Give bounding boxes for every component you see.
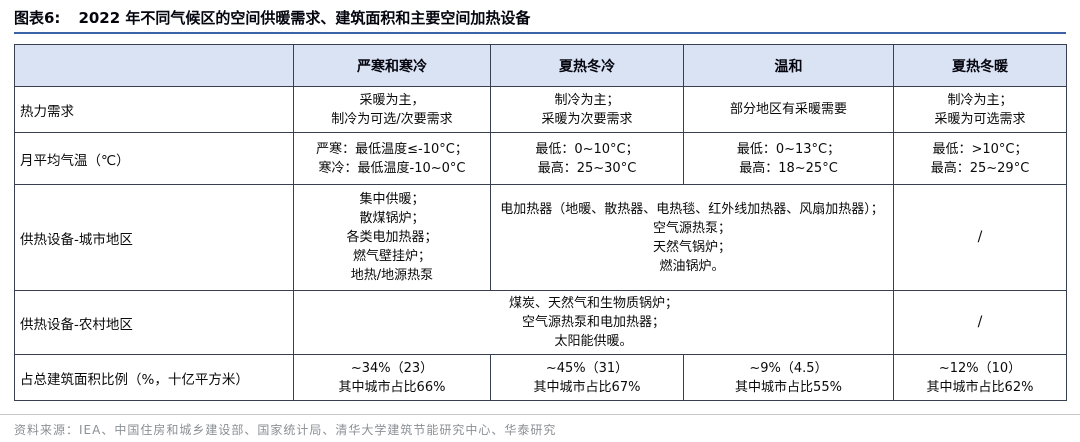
figure-title: 图表6: 2022 年不同气候区的空间供暖需求、建筑面积和主要空间加热设备 xyxy=(0,0,1080,28)
table-cell-merged: 电加热器（地暖、散热器、电热毯、红外线加热器、风扇加热器）； 空气源热泵； 天然气锅… xyxy=(490,184,894,291)
table-cell: 最低：0~13°C； 最高：18~25°C xyxy=(683,132,894,185)
table-cell: 严寒：最低温度≤-10°C； 寒冷：最低温度-10~0°C xyxy=(293,132,491,185)
table-cell: 制冷为主； 采暖为可选需求 xyxy=(893,86,1067,133)
footer-divider xyxy=(0,414,1080,415)
table-cell: 最低：>10°C； 最高：25~29°C xyxy=(893,132,1067,185)
table-row-floor-area: 占总建筑面积比例（%，十亿平方米） ~34%（23） 其中城市占比66% ~45%… xyxy=(14,354,1067,401)
table-cell-merged: 煤炭、天然气和生物质锅炉； 空气源热泵和电加热器； 太阳能供暖。 xyxy=(293,290,894,355)
figure-title-text: 2022 年不同气候区的空间供暖需求、建筑面积和主要空间加热设备 xyxy=(78,9,531,27)
row-label-urban-equipment: 供热设备-城市地区 xyxy=(14,184,294,291)
table-cell: 采暖为主， 制冷为可选/次要需求 xyxy=(293,86,491,133)
column-header-empty xyxy=(14,44,294,87)
table-cell: ~34%（23） 其中城市占比66% xyxy=(293,354,491,401)
column-header-hot-summer-warm-winter: 夏热冬暖 xyxy=(893,44,1067,87)
table-row-rural-equipment: 供热设备-农村地区 煤炭、天然气和生物质锅炉； 空气源热泵和电加热器； 太阳能供暖。… xyxy=(14,290,1067,355)
row-label-floor-area: 占总建筑面积比例（%，十亿平方米） xyxy=(14,354,294,401)
table-cell: 最低：0~10°C； 最高：25~30°C xyxy=(490,132,684,185)
table-cell: 集中供暖； 散煤锅炉； 各类电加热器； 燃气壁挂炉； 地热/地源热泵 xyxy=(293,184,491,291)
row-label-rural-equipment: 供热设备-农村地区 xyxy=(14,290,294,355)
row-label-avg-temperature: 月平均气温（℃） xyxy=(14,132,294,185)
table-cell: ~45%（31） 其中城市占比67% xyxy=(490,354,684,401)
table-row-heat-demand: 热力需求 采暖为主， 制冷为可选/次要需求 制冷为主； 采暖为次要需求 部分地区有采… xyxy=(14,86,1067,133)
table-cell: 制冷为主； 采暖为次要需求 xyxy=(490,86,684,133)
table-row-urban-equipment: 供热设备-城市地区 集中供暖； 散煤锅炉； 各类电加热器； 燃气壁挂炉； 地热/地源热泵… xyxy=(14,184,1067,291)
na-cell: / xyxy=(893,184,1067,291)
table-cell: ~12%（10） 其中城市占比62% xyxy=(893,354,1067,401)
table-row-avg-temperature: 月平均气温（℃） 严寒：最低温度≤-10°C； 寒冷：最低温度-10~0°C 最低… xyxy=(14,132,1067,185)
climate-zone-table: 严寒和寒冷 夏热冬冷 温和 夏热冬暖 热力需求 采暖为主， 制冷为可选/次要需求 … xyxy=(14,44,1067,401)
title-divider xyxy=(14,32,1066,34)
table-cell: ~9%（4.5） 其中城市占比55% xyxy=(683,354,894,401)
column-header-severe-cold: 严寒和寒冷 xyxy=(293,44,491,87)
column-header-mild: 温和 xyxy=(683,44,894,87)
source-note: 资料来源：IEA、中国住房和城乡建设部、国家统计局、清华大学建筑节能研究中心、华… xyxy=(14,423,557,437)
na-cell: / xyxy=(893,290,1067,355)
table-header-row: 严寒和寒冷 夏热冬冷 温和 夏热冬暖 xyxy=(14,44,1067,87)
row-label-heat-demand: 热力需求 xyxy=(14,86,294,133)
column-header-hot-summer-cold-winter: 夏热冬冷 xyxy=(490,44,684,87)
table-cell: 部分地区有采暖需要 xyxy=(683,86,894,133)
figure-number: 图表6: xyxy=(14,9,61,27)
